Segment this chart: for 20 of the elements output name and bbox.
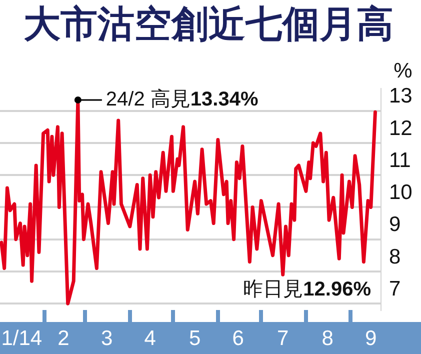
annotation: 昨日見12.96%	[243, 278, 372, 301]
x-tick-label: 8	[322, 326, 334, 350]
y-tick-label: 12	[389, 116, 412, 140]
x-tick-label: 7	[277, 326, 289, 350]
chart-title: 大市沽空創近七個月高	[24, 3, 394, 44]
y-axis-title: %	[394, 60, 412, 83]
y-tick-label: 7	[389, 277, 401, 300]
y-tick-label: 13	[389, 84, 412, 108]
x-tick-label: 5	[188, 326, 201, 350]
x-tick-label: 9	[365, 326, 377, 350]
y-tick-label: 10	[389, 181, 412, 204]
y-tick-label: 8	[389, 245, 401, 268]
y-tick-label: 9	[389, 213, 401, 236]
annotation: 24/2 高見13.34%	[106, 87, 258, 110]
x-tick-label: 1/14	[1, 326, 42, 350]
x-tick-label: 4	[144, 326, 156, 350]
x-tick-label: 2	[58, 326, 70, 350]
x-tick-label: 6	[232, 326, 244, 350]
x-tick-label: 3	[100, 326, 113, 350]
y-tick-label: 11	[389, 148, 411, 172]
